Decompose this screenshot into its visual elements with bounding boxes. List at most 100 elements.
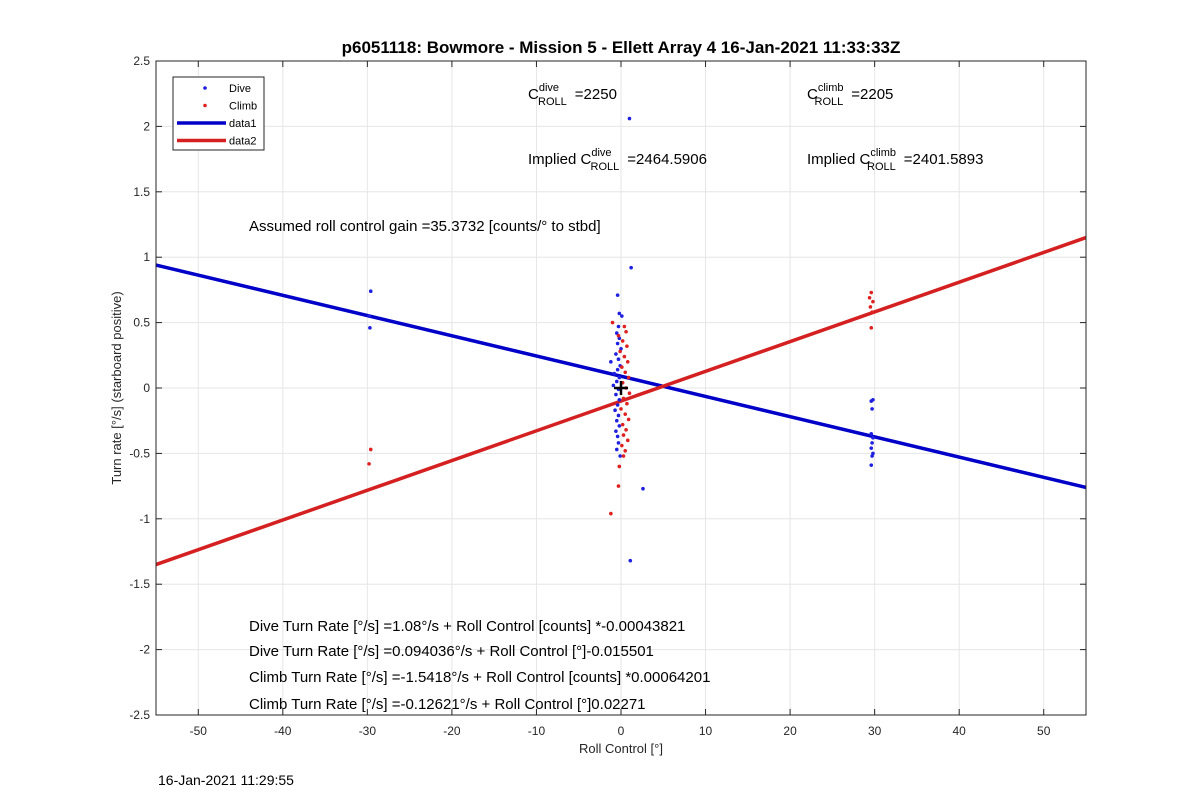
point-dive	[617, 311, 622, 316]
y-axis-label: Turn rate [°/s] (starboard positive)	[109, 291, 124, 484]
point-dive	[614, 447, 619, 452]
x-tick-label: 10	[699, 724, 713, 738]
point-climb	[626, 417, 631, 422]
point-dive	[368, 289, 373, 294]
point-climb	[616, 333, 621, 338]
x-tick-label: -10	[528, 724, 546, 738]
legend-marker-dive	[203, 86, 207, 90]
point-dive	[615, 434, 620, 439]
legend-marker-climb	[203, 103, 207, 108]
y-tick-label: -2	[139, 643, 150, 657]
point-dive	[870, 407, 874, 411]
point-dive	[609, 360, 613, 364]
point-dive	[613, 408, 617, 413]
x-axis-label: Roll Control [°]	[579, 741, 663, 756]
point-climb	[620, 422, 625, 427]
y-tick-label: 0	[143, 381, 150, 395]
point-climb	[627, 391, 632, 396]
x-tick-label: -20	[443, 724, 461, 738]
y-tick-label: 1.5	[133, 185, 150, 199]
roll-gain-note: Assumed roll control gain =35.3732 [coun…	[249, 218, 601, 235]
point-dive	[869, 399, 874, 403]
point-dive	[615, 367, 620, 372]
fit-line-data2	[155, 235, 1087, 567]
implied-c-roll-dive: Implied Cdive ROLL =2464.5906	[528, 147, 707, 173]
x-tick-labels: -50 -40 -30 -20 -10 0 10 20 30 40 50	[190, 724, 1051, 738]
point-dive	[869, 446, 874, 450]
axes-box	[155, 60, 1087, 716]
point-climb	[620, 339, 625, 343]
point-dive	[616, 324, 621, 329]
x-tick-label: 50	[1037, 724, 1051, 738]
point-climb	[621, 454, 626, 458]
y-tick-label: 2	[143, 119, 150, 133]
point-climb	[620, 443, 624, 448]
point-dive	[614, 331, 619, 335]
point-dive	[641, 486, 645, 491]
point-climb	[622, 354, 627, 359]
data-points	[367, 116, 875, 563]
point-dive	[616, 357, 621, 362]
legend-items: Dive Climb data1 data2	[177, 83, 257, 148]
y-tick-label: -2.5	[129, 708, 150, 722]
point-climb	[367, 462, 371, 466]
point-dive	[612, 371, 617, 376]
point-climb	[625, 344, 629, 348]
point-dive	[871, 435, 875, 440]
legend-label-climb: Climb	[229, 101, 257, 113]
fit-lines	[155, 235, 1087, 567]
point-dive	[611, 383, 616, 388]
point-dive	[614, 352, 618, 356]
x-tick-label: -50	[190, 724, 208, 738]
x-tick-label: 20	[783, 724, 797, 738]
x-tick-label: 30	[868, 724, 882, 738]
point-climb	[620, 365, 624, 369]
point-climb	[625, 360, 630, 364]
point-dive	[614, 429, 618, 433]
point-dive	[617, 424, 622, 428]
point-dive	[615, 341, 620, 346]
y-tick-label: -1	[139, 512, 150, 526]
point-dive	[614, 392, 618, 397]
legend: Dive Climb data1 data2	[172, 76, 265, 151]
equation-dive-degrees: Dive Turn Rate [°/s] =0.094036°/s + Roll…	[249, 643, 654, 660]
point-climb	[622, 324, 627, 329]
point-climb	[609, 511, 613, 516]
point-climb	[610, 320, 615, 325]
x-tick-label: 40	[953, 724, 967, 738]
point-climb	[623, 448, 628, 453]
centroid-marker	[614, 381, 628, 395]
y-tick-label: -0.5	[129, 446, 150, 460]
y-tick-label: 0.5	[133, 316, 150, 330]
point-climb	[625, 438, 630, 443]
x-tick-label: -30	[359, 724, 377, 738]
y-tick-label: -1.5	[129, 577, 150, 591]
point-climb	[625, 401, 629, 406]
point-dive	[870, 441, 874, 445]
equation-climb-degrees: Climb Turn Rate [°/s] =-0.12621°/s + Rol…	[249, 696, 646, 713]
point-dive	[617, 397, 622, 402]
footer-timestamp: 16-Jan-2021 11:29:55	[158, 772, 294, 788]
point-climb	[368, 447, 373, 452]
c-roll-dive: Cdive ROLL =2250	[528, 82, 617, 108]
point-climb	[867, 295, 872, 300]
annotations: Cdive ROLL =2250 Cclimb ROLL =2205 Implied C…	[249, 82, 983, 713]
point-climb	[870, 310, 874, 314]
point-dive	[618, 454, 622, 458]
point-dive	[616, 441, 621, 445]
y-tick-label: 1	[143, 250, 150, 264]
legend-label-dive: Dive	[229, 83, 251, 95]
c-roll-climb: Cclimb ROLL =2205	[807, 82, 893, 108]
legend-label-data1: data1	[229, 118, 257, 130]
point-climb	[619, 407, 623, 411]
point-dive	[615, 403, 620, 407]
point-dive	[627, 116, 632, 121]
point-dive	[869, 463, 874, 467]
point-climb	[621, 433, 626, 437]
point-dive	[628, 558, 633, 563]
point-climb	[617, 464, 622, 469]
legend-label-data2: data2	[229, 136, 257, 148]
y-tick-label: 2.5	[133, 54, 150, 68]
point-dive	[616, 413, 621, 418]
